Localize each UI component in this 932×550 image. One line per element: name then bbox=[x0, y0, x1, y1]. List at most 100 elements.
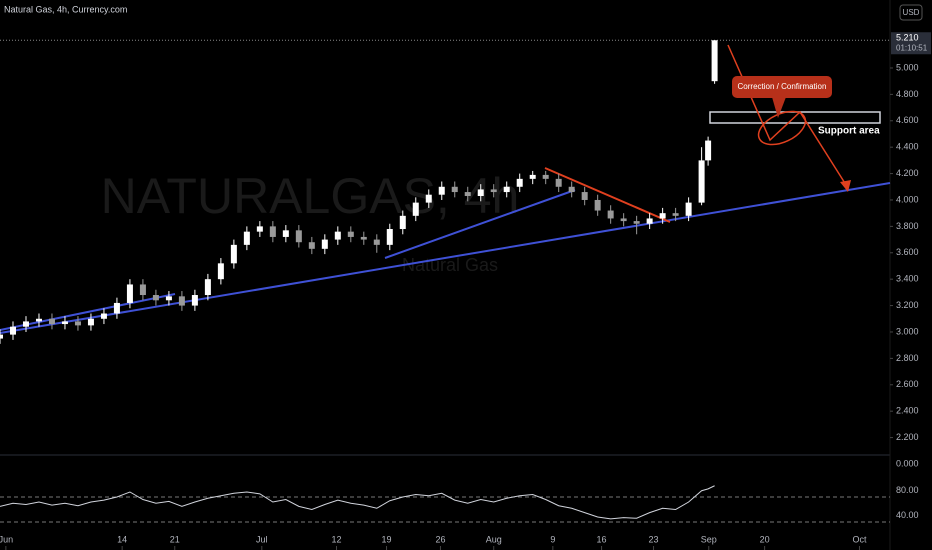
candle-body bbox=[347, 231, 354, 237]
candle-body bbox=[9, 326, 16, 335]
watermark-subtitle: Natural Gas bbox=[402, 255, 498, 275]
candle-body bbox=[74, 321, 81, 326]
y-tick-label: 3.200 bbox=[896, 300, 919, 310]
candle-body bbox=[282, 230, 289, 237]
last-price-label: 5.210 bbox=[896, 33, 919, 43]
candle-body bbox=[178, 296, 185, 306]
candle-body bbox=[633, 221, 640, 224]
x-tick-label: 19 bbox=[382, 534, 392, 544]
candle-body bbox=[295, 230, 302, 243]
candle-body bbox=[425, 194, 432, 203]
candle-body bbox=[22, 321, 29, 327]
candle-body bbox=[685, 202, 692, 216]
x-tick-label: 14 bbox=[117, 534, 127, 544]
callout-pointer bbox=[772, 97, 786, 118]
candle-body bbox=[321, 239, 328, 249]
candle-body bbox=[399, 215, 406, 230]
x-tick-label: Oct bbox=[852, 534, 867, 544]
candle-body bbox=[464, 192, 471, 197]
candle-body bbox=[0, 334, 3, 339]
highlight-ellipse bbox=[757, 110, 807, 146]
candle-body bbox=[243, 231, 250, 245]
candle-body bbox=[698, 160, 705, 203]
candle-body bbox=[386, 229, 393, 245]
candle-body bbox=[152, 295, 159, 301]
x-tick-label: 21 bbox=[170, 534, 180, 544]
candle-body bbox=[269, 226, 276, 237]
y-tick-label: 2.600 bbox=[896, 379, 919, 389]
trendline bbox=[384, 189, 576, 259]
x-tick-label: Sep bbox=[701, 534, 717, 544]
candle-body bbox=[594, 199, 601, 211]
trendline bbox=[544, 167, 671, 223]
candle-body bbox=[373, 239, 380, 245]
candle-body bbox=[438, 186, 445, 195]
last-price-box bbox=[891, 32, 931, 55]
candle-body bbox=[139, 284, 146, 296]
candle-body bbox=[477, 189, 484, 197]
candle-body bbox=[100, 313, 107, 319]
rsi-tick-label: 40.00 bbox=[896, 510, 919, 520]
candle-body bbox=[705, 140, 712, 161]
candle-body bbox=[555, 178, 562, 187]
x-tick-label: Aug bbox=[486, 534, 502, 544]
candle-body bbox=[191, 295, 198, 306]
trendline bbox=[0, 293, 176, 331]
callout-text: Correction / Confirmation bbox=[738, 82, 827, 91]
candle-body bbox=[620, 218, 627, 222]
y-tick-label: 2.400 bbox=[896, 406, 919, 416]
candle-body bbox=[256, 226, 263, 232]
y-tick-label: 4.200 bbox=[896, 168, 919, 178]
candle-body bbox=[87, 318, 94, 326]
chart-title: Natural Gas, 4h, Currency.com bbox=[4, 4, 127, 14]
rsi-line bbox=[0, 485, 715, 520]
candle-body bbox=[204, 279, 211, 296]
candle-body bbox=[113, 302, 120, 314]
x-tick-label: Jun bbox=[0, 534, 13, 544]
x-tick-label: 9 bbox=[550, 534, 555, 544]
arrow-head bbox=[840, 180, 851, 192]
candle-body bbox=[334, 231, 341, 240]
candle-body bbox=[308, 242, 315, 249]
x-tick-label: 12 bbox=[332, 534, 342, 544]
x-tick-label: 26 bbox=[435, 534, 445, 544]
candle-body bbox=[451, 186, 458, 193]
rsi-top-label: 0.000 bbox=[896, 458, 919, 468]
annotation-text: Support area bbox=[818, 126, 880, 137]
currency: USD bbox=[903, 8, 920, 17]
x-tick-label: 16 bbox=[597, 534, 607, 544]
candle-body bbox=[646, 218, 653, 224]
y-tick-label: 5.000 bbox=[896, 62, 919, 72]
trendline bbox=[0, 182, 891, 334]
countdown: 01:10:51 bbox=[896, 43, 928, 52]
x-tick-label: 20 bbox=[760, 534, 770, 544]
candle-body bbox=[35, 318, 42, 322]
y-tick-label: 2.200 bbox=[896, 432, 919, 442]
y-tick-label: 4.800 bbox=[896, 89, 919, 99]
candle-body bbox=[607, 210, 614, 219]
currency-badge bbox=[899, 4, 923, 21]
candle-body bbox=[711, 40, 718, 82]
candle-body bbox=[48, 318, 55, 325]
candle-body bbox=[542, 174, 549, 179]
y-tick-label: 3.000 bbox=[896, 326, 919, 336]
candle-body bbox=[126, 284, 133, 303]
x-tick-label: Jul bbox=[256, 534, 268, 544]
candle-body bbox=[581, 192, 588, 200]
candle-body bbox=[659, 213, 666, 219]
candle-body bbox=[529, 174, 536, 179]
y-tick-label: 4.000 bbox=[896, 194, 919, 204]
candle-body bbox=[61, 321, 68, 325]
watermark: NATURALGAS, 4h bbox=[101, 168, 520, 224]
candle-body bbox=[672, 213, 679, 216]
y-tick-label: 3.400 bbox=[896, 274, 919, 284]
y-tick-label: 3.600 bbox=[896, 247, 919, 257]
candle-body bbox=[568, 186, 575, 193]
rsi-tick-label: 80.00 bbox=[896, 485, 919, 495]
candle-body bbox=[217, 263, 224, 280]
candle-body bbox=[230, 244, 237, 264]
candle-body bbox=[412, 202, 419, 216]
candle-body bbox=[490, 189, 497, 193]
candle-body bbox=[165, 296, 172, 301]
candle-body bbox=[360, 236, 367, 240]
